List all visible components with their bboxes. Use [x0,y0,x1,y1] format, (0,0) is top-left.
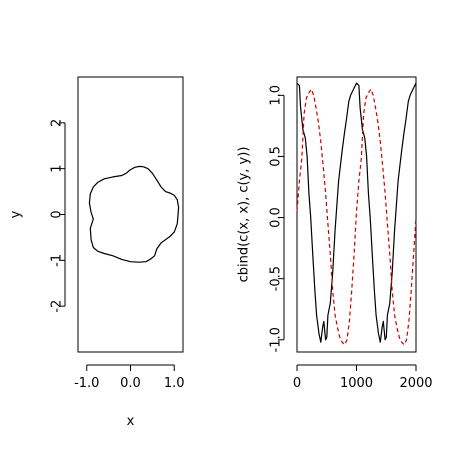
x-tick-label: 0 [293,376,301,391]
right-plot-panel: 0 1000 2000 -1.0 -0.5 0.0 0.5 1.0 cbind(c(x, x),… [237,76,433,391]
y-tick-label: 2 [50,119,65,127]
y-axis-title: cbind(c(x, x), c(y, y)) [237,147,252,283]
plot-frame [77,76,184,353]
y-tick-label: 0.5 [269,146,284,167]
series-line-0 [296,82,417,343]
y-axis-title: y [9,210,24,218]
y-tick-label: -2 [50,300,65,313]
left-plot-panel: -1.0 0.0 1.0 -2 -1 0 1 2 x y [9,76,185,429]
y-tick-label: 0.0 [269,207,284,228]
series-line-0 [88,165,180,263]
y-tick-label: 1 [50,165,65,173]
x-axis-title: x [127,414,135,429]
x-tick-label: 1.0 [164,376,185,391]
y-tick-label: -0.5 [269,266,284,291]
y-tick-label: -1.0 [269,327,284,352]
x-tick-label: 2000 [399,376,432,391]
x-tick-label: 1000 [340,376,373,391]
y-tick-label: 0 [50,210,65,218]
plot-frame [296,76,417,353]
y-tick-label: -1 [50,254,65,267]
x-tick-label: 0.0 [120,376,141,391]
y-tick-label: 1.0 [269,85,284,106]
x-tick-label: -1.0 [74,376,99,391]
series-line-1 [296,88,417,346]
